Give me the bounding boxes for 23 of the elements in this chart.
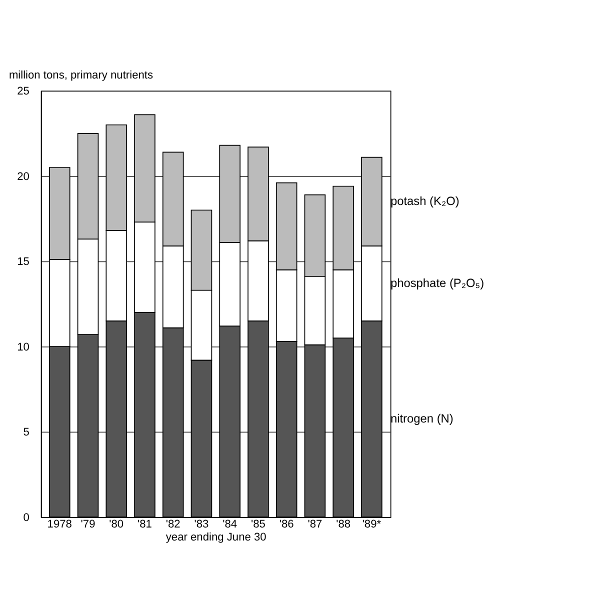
series-label: potash (K₂O) [390,194,460,208]
y-tick-label: 15 [17,256,30,268]
x-tick-label: '87 [308,518,322,531]
x-tick-label: '86 [279,518,294,531]
x-tick-label: '79 [80,518,96,531]
y-tick-label: 20 [17,170,30,183]
y-tick-label: 25 [17,86,30,98]
series-label: nitrogen (N) [390,411,454,426]
y-tick-label: 10 [17,341,30,354]
y-axis-title: million tons, primary nutrients [8,69,154,82]
y-tick-label: 0 [23,512,30,524]
series-label: phosphate (P₂O₅) [390,276,484,290]
x-tick-label: '80 [109,518,124,531]
x-tick-label: '83 [194,518,209,531]
x-axis-title: year ending June 30 [166,531,266,544]
x-tick-label: '82 [166,518,180,531]
x-tick-label: '88 [336,518,351,531]
y-tick-label: 5 [23,426,30,439]
x-tick-label: '85 [251,518,266,531]
x-tick-label: 1978 [47,518,72,531]
x-tick-label: '84 [222,518,238,531]
x-tick-label: '81 [138,518,152,531]
x-tick-label: '89* [362,518,382,531]
